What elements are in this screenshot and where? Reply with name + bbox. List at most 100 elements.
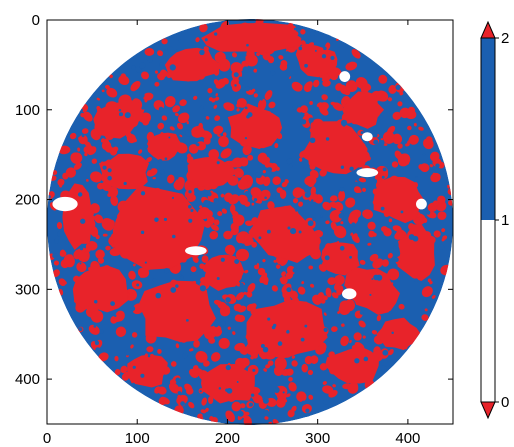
fine-aggregate: [214, 220, 219, 225]
fine-aggregate: [146, 346, 154, 353]
mortar-spot: [77, 192, 83, 197]
fine-aggregate: [114, 355, 119, 362]
fine-aggregate: [322, 79, 331, 87]
mortar-spot: [259, 148, 264, 153]
fine-aggregate: [240, 403, 246, 409]
fine-aggregate: [130, 136, 138, 143]
fine-aggregate: [394, 231, 405, 240]
fine-aggregate: [224, 192, 233, 203]
fine-aggregate: [329, 195, 338, 202]
fine-aggregate: [421, 314, 429, 321]
mortar-spot: [309, 137, 316, 144]
fine-aggregate: [310, 355, 319, 364]
fine-aggregate: [281, 181, 288, 188]
mortar-spot: [78, 327, 83, 332]
fine-aggregate: [108, 186, 119, 198]
fine-aggregate: [96, 97, 101, 101]
fine-aggregate: [405, 143, 410, 147]
fine-aggregate: [221, 208, 228, 214]
fine-aggregate: [195, 350, 208, 363]
fine-aggregate: [257, 267, 266, 276]
x-tick-label: 300: [305, 430, 330, 447]
mortar-spot: [305, 408, 310, 413]
fine-aggregate: [340, 335, 349, 347]
fine-aggregate: [155, 70, 159, 74]
mortar-spot: [262, 397, 269, 404]
mortar-spot: [93, 324, 97, 328]
fine-aggregate: [341, 323, 345, 327]
mortar-spot: [373, 139, 379, 145]
fine-aggregate: [303, 81, 313, 91]
mortar-spot: [131, 310, 134, 313]
mortar-spot: [57, 230, 64, 237]
mortar-spot: [367, 340, 371, 344]
fine-aggregate: [371, 330, 378, 335]
fine-aggregate: [345, 80, 358, 92]
mortar-spot: [155, 292, 162, 299]
mortar-spot: [199, 49, 205, 56]
fine-aggregate: [348, 213, 359, 225]
fine-aggregate: [109, 74, 113, 79]
mortar-spot: [238, 242, 243, 248]
fine-aggregate: [58, 278, 67, 287]
fine-aggregate: [188, 144, 199, 154]
fine-aggregate: [98, 352, 109, 362]
mortar-spot: [188, 190, 192, 194]
fine-aggregate: [291, 360, 298, 367]
fine-aggregate: [313, 79, 320, 88]
mortar-spot: [310, 199, 314, 203]
fine-aggregate: [345, 61, 358, 71]
mortar-spot: [304, 63, 308, 68]
fine-aggregate: [292, 198, 299, 204]
fine-aggregate: [213, 79, 221, 86]
colorbar-extend-over: [480, 20, 496, 39]
fine-aggregate: [84, 251, 89, 255]
fine-aggregate: [193, 339, 200, 348]
mortar-spot: [309, 31, 315, 37]
fine-aggregate: [322, 381, 327, 385]
mortar-spot: [340, 119, 348, 126]
fine-aggregate: [210, 352, 221, 362]
mortar-spot: [298, 46, 303, 51]
fine-aggregate: [138, 149, 143, 154]
fine-aggregate: [243, 291, 247, 295]
fine-aggregate: [244, 220, 254, 227]
fine-aggregate: [256, 52, 260, 57]
fine-aggregate: [222, 132, 227, 137]
fine-aggregate: [217, 58, 231, 72]
fine-aggregate: [288, 376, 293, 382]
mortar-spot: [369, 293, 372, 296]
fine-aggregate: [227, 103, 234, 110]
mortar-spot: [216, 276, 220, 280]
mortar-spot: [147, 354, 151, 358]
mortar-spot: [262, 346, 269, 353]
fine-aggregate: [210, 325, 222, 334]
mortar-spot: [216, 161, 220, 165]
fine-aggregate: [240, 159, 249, 167]
mortar-spot: [437, 262, 442, 267]
fine-aggregate: [218, 337, 230, 349]
fine-aggregate: [322, 295, 328, 301]
mortar-spot: [199, 285, 206, 292]
mortar-spot: [196, 142, 200, 147]
fine-aggregate: [345, 197, 356, 208]
fine-aggregate: [433, 230, 441, 238]
mortar-spot: [107, 168, 112, 173]
fine-aggregate: [336, 285, 344, 296]
mortar-spot: [292, 267, 298, 273]
aggregates: [62, 23, 435, 404]
mortar-spot: [273, 386, 280, 393]
fine-aggregate: [266, 397, 277, 407]
fine-aggregate: [279, 277, 284, 282]
fine-aggregate: [245, 411, 250, 416]
mortar-spot: [307, 220, 314, 227]
mortar-spot: [140, 191, 146, 196]
fine-aggregate: [232, 331, 236, 335]
fine-aggregate: [152, 177, 156, 180]
pore: [416, 198, 427, 210]
mortar-spot: [244, 136, 248, 140]
fine-aggregate: [208, 337, 216, 344]
fine-aggregate: [423, 138, 434, 150]
fine-aggregate: [115, 326, 127, 337]
fine-aggregate: [90, 171, 103, 183]
